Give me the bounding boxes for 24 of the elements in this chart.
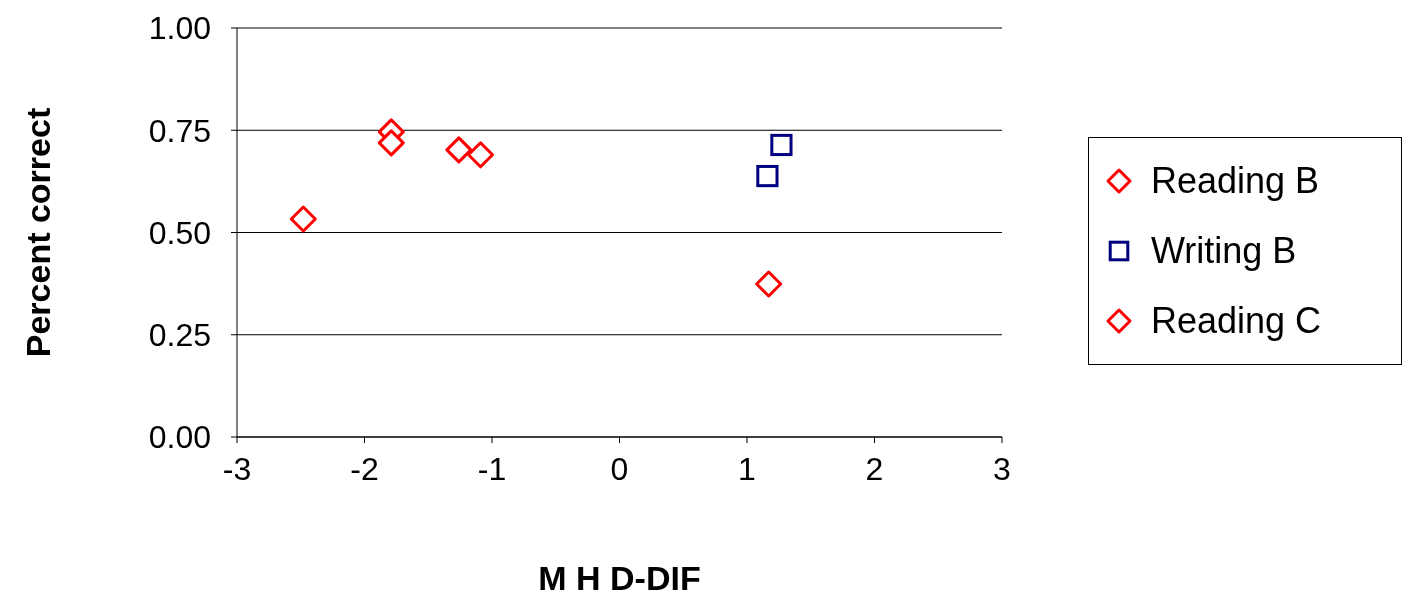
x-tick-label: 1 <box>738 450 756 487</box>
y-tick-label: 0.50 <box>148 214 211 251</box>
point <box>770 133 793 157</box>
point <box>756 164 779 188</box>
x-tick-label: 2 <box>865 450 884 487</box>
y-tick-label: 0.25 <box>148 317 211 354</box>
x-tick-label: -2 <box>350 450 379 487</box>
legend-label: Reading C <box>1151 300 1322 342</box>
y-tick-label: 0.00 <box>148 419 211 456</box>
legend-label: Reading B <box>1151 160 1320 202</box>
y-tick-label: 0.75 <box>148 112 211 149</box>
x-axis-title: M H D-DIF <box>538 559 701 594</box>
x-tick-label: 0 <box>610 450 629 487</box>
point <box>755 270 783 298</box>
x-tick-label: 3 <box>993 450 1011 487</box>
x-tick-label: -1 <box>477 450 507 487</box>
point <box>445 136 473 164</box>
point <box>289 205 317 233</box>
y-axis-title: Percent correct <box>19 107 58 358</box>
point <box>467 141 495 169</box>
point <box>377 129 405 157</box>
legend-label: Writing B <box>1151 230 1297 272</box>
y-tick-label: 1.00 <box>148 10 211 47</box>
x-tick-label: -3 <box>222 450 252 487</box>
